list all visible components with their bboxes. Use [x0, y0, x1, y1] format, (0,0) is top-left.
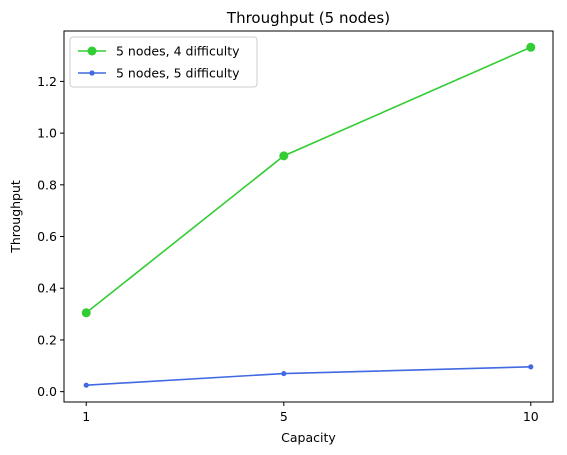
y-axis: 0.0 0.2 0.4 0.6 0.8 1.0 1.2 — [37, 74, 64, 399]
x-axis-label: Capacity — [281, 430, 336, 445]
y-tick-label: 0.6 — [37, 229, 57, 244]
y-tick-label: 0.8 — [37, 177, 57, 192]
y-tick-label: 0.2 — [37, 332, 57, 347]
series-point-2 — [83, 382, 89, 388]
legend-swatch-marker — [89, 70, 95, 76]
x-tick-label: 10 — [523, 409, 539, 424]
series-point-1 — [279, 151, 289, 161]
series-point-2 — [528, 364, 534, 370]
legend-swatch-marker — [87, 46, 97, 56]
y-tick-label: 0.4 — [37, 281, 57, 296]
y-tick-label: 1.0 — [37, 126, 57, 141]
series-point-2 — [281, 370, 287, 377]
x-tick-label: 1 — [82, 409, 90, 424]
series-point-1 — [81, 308, 91, 318]
x-tick-label: 5 — [280, 409, 288, 424]
chart-title: Throughput (5 nodes) — [226, 9, 390, 27]
plot-area-frame — [63, 30, 554, 403]
legend-label: 5 nodes, 5 difficulty — [116, 66, 240, 81]
series-point-1 — [526, 42, 536, 52]
legend: 5 nodes, 4 difficulty 5 nodes, 5 difficul… — [69, 36, 258, 88]
legend-label: 5 nodes, 4 difficulty — [116, 44, 240, 59]
x-axis: 1 5 10 — [82, 402, 539, 424]
series-layer — [81, 42, 536, 388]
legend-box — [69, 36, 258, 88]
y-tick-label: 1.2 — [37, 74, 57, 89]
y-tick-label: 0.0 — [37, 384, 57, 399]
y-axis-label: Throughput — [8, 180, 23, 254]
